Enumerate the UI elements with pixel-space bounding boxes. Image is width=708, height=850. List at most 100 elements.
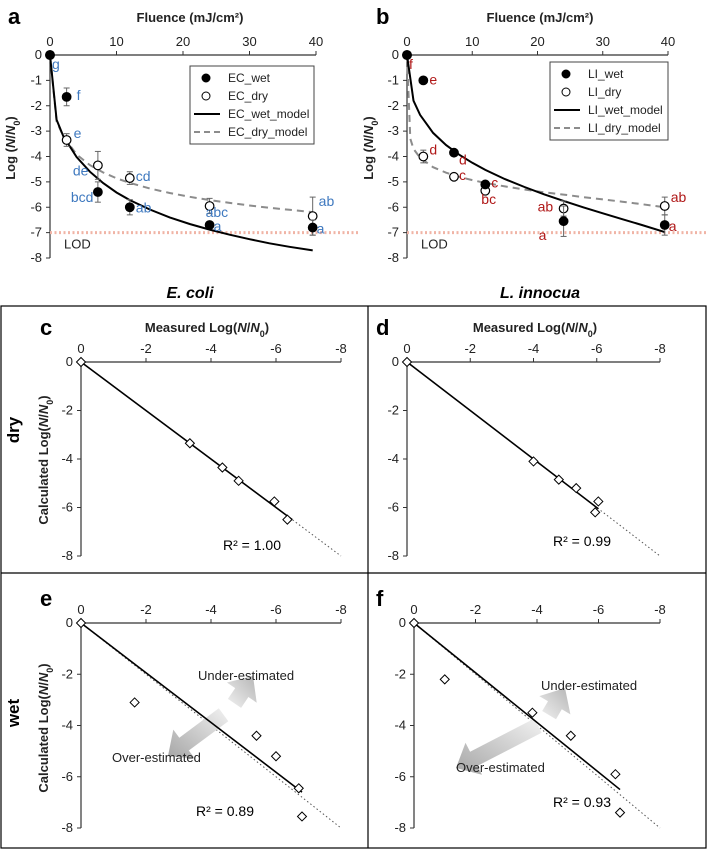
diamond-point [553, 474, 565, 485]
under-estimated-label: Under-estimated [541, 678, 637, 693]
diamond-point [184, 438, 196, 449]
lod-label: LOD [421, 237, 448, 252]
dry-data-point [307, 211, 318, 222]
legend-marker [201, 91, 211, 101]
x-tick-label: -4 [205, 341, 217, 356]
panel-letter-c: c [40, 315, 52, 340]
legend-label: EC_wet [228, 71, 271, 85]
over-estimated-arrow [456, 718, 542, 775]
x-tick-label: -6 [591, 341, 603, 356]
legend-label: LI_wet_model [588, 103, 663, 117]
y-tick-label: 0 [392, 354, 399, 369]
wet-data-point [124, 202, 135, 213]
significance-letter: a [317, 221, 325, 237]
under-estimated-label: Under-estimated [198, 668, 294, 683]
dry-data-point [92, 160, 103, 171]
y-tick-label: -7 [30, 225, 42, 240]
legend-marker [561, 87, 571, 97]
significance-letter: a [214, 218, 222, 234]
y-tick-label: -6 [61, 769, 73, 784]
significance-letter: d [429, 142, 437, 158]
diamond-point [75, 356, 87, 368]
diamond-point [570, 482, 582, 494]
x-tick-label: 0 [77, 602, 84, 617]
panel-letter-d: d [376, 315, 389, 340]
y-tick-label: -8 [394, 820, 406, 835]
measured-axis-title-d: Measured Log(N/N0) [473, 320, 597, 339]
diamond-point [270, 751, 282, 762]
wet-data-point [307, 222, 318, 233]
diamond-point [439, 674, 450, 685]
significance-letter: ab [538, 199, 554, 215]
y-tick-label: 0 [392, 47, 399, 62]
panel-letter-b: b [376, 4, 389, 29]
diamond-point [589, 507, 601, 518]
wet-data-point [61, 91, 72, 102]
under-estimated-arrow [539, 688, 571, 720]
y-tick-label: 0 [399, 615, 406, 630]
regression-line [80, 361, 293, 521]
dry-data-point [449, 171, 459, 182]
x-tick-label: 0 [403, 341, 410, 356]
y-tick-label: -4 [394, 718, 406, 733]
x-tick-label: 0 [410, 602, 417, 617]
r-squared-label: R² = 1.00 [223, 537, 281, 553]
y-tick-label: 0 [66, 354, 73, 369]
dry-data-point [204, 201, 215, 211]
y-tick-label: -1 [387, 72, 399, 87]
row-label-wet: wet [4, 698, 23, 728]
y-tick-label: -6 [394, 769, 406, 784]
calculated-axis-title-e: Calculated Log(N/N0) [36, 663, 55, 792]
r-squared-label: R² = 0.93 [553, 794, 611, 810]
x-tick-label: -8 [335, 341, 347, 356]
significance-letter: c [491, 174, 498, 190]
significance-letter: ab [671, 189, 687, 205]
x-tick-label: -8 [654, 341, 666, 356]
legend-a: EC_wet EC_dry EC_wet_model EC_dry_model [189, 65, 315, 145]
diamond-point [401, 356, 413, 368]
wet-data-point [45, 50, 55, 60]
wet-model-curve [406, 54, 665, 234]
wet-data-point [659, 220, 670, 230]
legend-box [189, 65, 315, 145]
diamond-point [75, 617, 87, 629]
significance-letter: abc [206, 204, 229, 220]
x-tick-label: -8 [654, 602, 666, 617]
diamond-point [282, 514, 293, 525]
y-tick-label: -4 [61, 718, 73, 733]
significance-letter: f [77, 87, 81, 103]
x-tick-label: 40 [309, 34, 323, 49]
y-tick-label: -5 [387, 174, 399, 189]
wet-data-point [418, 75, 429, 86]
wet-data-point [558, 216, 569, 227]
x-tick-label: -2 [464, 341, 476, 356]
y-tick-label: -1 [30, 72, 42, 87]
y-tick-label: -8 [387, 548, 399, 563]
x-tick-label: 20 [176, 34, 190, 49]
wet-data-point [402, 50, 412, 60]
x-tick-label: -8 [335, 602, 347, 617]
y-tick-label: -8 [61, 548, 73, 563]
significance-letter: ab [319, 193, 335, 209]
x-tick-label: 0 [403, 34, 410, 49]
y-tick-label: -6 [387, 500, 399, 515]
dry-model-curve [406, 54, 665, 209]
y-tick-label: -5 [30, 174, 42, 189]
species-header-ecoli: E. coli [166, 285, 214, 302]
diamond-point [129, 697, 140, 708]
legend-label: EC_dry [228, 89, 268, 103]
legend-b: LI_wet LI_dry LI_wet_model LI_dry_model [549, 61, 669, 141]
significance-letter: bc [481, 191, 496, 207]
significance-letter: c [459, 167, 466, 183]
diamond-point [293, 783, 304, 794]
dry-data-point [659, 201, 670, 211]
diamond-point [565, 730, 577, 741]
y-tick-label: -4 [387, 149, 399, 164]
y-tick-label: 0 [35, 47, 42, 62]
y-tick-label: -8 [387, 250, 399, 265]
y-tick-label: -4 [30, 149, 42, 164]
y-tick-label: -2 [387, 98, 399, 113]
plot-e: 0 -2 -4 -6 -8 0 -2 -4 -6 -8 R² = 0.89 Under-estimat… [61, 602, 346, 835]
legend-label: LI_wet [588, 67, 624, 81]
